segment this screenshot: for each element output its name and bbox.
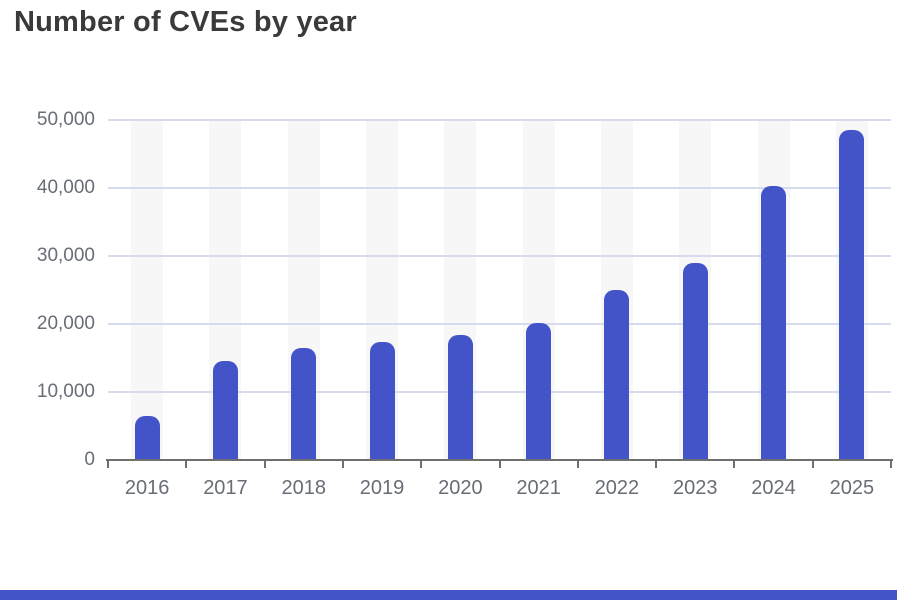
x-axis-tick (655, 461, 658, 468)
x-axis-tick (498, 461, 501, 468)
gridline (108, 391, 891, 393)
chart-title: Number of CVEs by year (14, 6, 357, 38)
x-axis-label: 2022 (594, 477, 640, 499)
bar-2020[interactable] (447, 334, 473, 460)
y-axis-label: 50,000 (36, 109, 95, 130)
y-axis-label: 0 (84, 449, 95, 470)
y-axis-label: 40,000 (36, 177, 95, 198)
bar-2024[interactable] (761, 185, 787, 460)
x-axis-label: 2021 (516, 477, 561, 499)
gridline (108, 187, 891, 189)
y-axis-label: 10,000 (36, 381, 95, 402)
x-axis-label: 2020 (438, 477, 483, 499)
x-axis-tick (185, 461, 188, 468)
bar-2016[interactable] (134, 416, 160, 460)
y-axis-label: 30,000 (36, 245, 95, 266)
gridline (108, 119, 891, 121)
x-axis-tick (107, 461, 109, 468)
bar-2023[interactable] (682, 262, 708, 460)
bar-2022[interactable] (604, 290, 630, 460)
x-axis-tick (341, 461, 344, 468)
x-axis-tick (263, 461, 266, 468)
footer-accent-bar (0, 590, 897, 600)
bar-2017[interactable] (212, 361, 238, 460)
x-axis-label: 2018 (281, 477, 327, 499)
x-axis-label: 2016 (124, 477, 170, 499)
category-stripe (131, 120, 164, 460)
bar-2021[interactable] (526, 323, 552, 460)
x-axis-tick (576, 461, 579, 468)
x-axis-label: 2025 (829, 477, 875, 499)
bar-2019[interactable] (369, 342, 395, 460)
gridline (108, 323, 891, 325)
y-axis-label: 20,000 (36, 313, 95, 334)
gridline (108, 255, 891, 257)
x-axis-label: 2023 (673, 477, 718, 499)
x-axis-tick (811, 461, 814, 468)
x-axis-tick (733, 461, 736, 468)
x-axis-tick (890, 461, 892, 468)
x-axis-label: 2019 (359, 477, 405, 499)
x-axis-label: 2024 (751, 477, 796, 499)
x-axis-label: 2017 (203, 477, 248, 499)
bar-2025[interactable] (839, 129, 865, 460)
bar-2018[interactable] (291, 347, 317, 460)
x-axis-tick (420, 461, 423, 468)
x-axis-line (106, 459, 893, 461)
